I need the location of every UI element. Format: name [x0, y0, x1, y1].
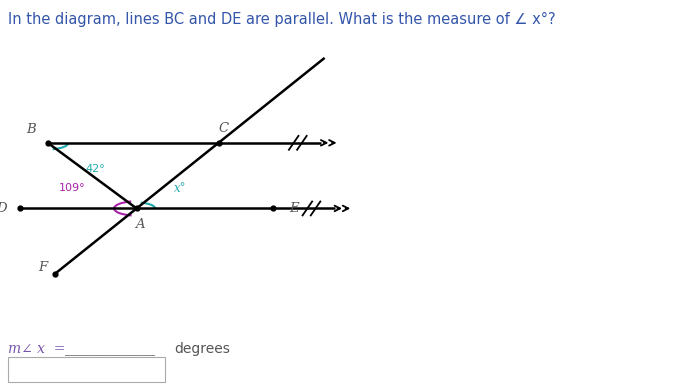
Text: F: F	[38, 261, 47, 274]
Text: E: E	[289, 202, 298, 215]
Text: x°: x°	[174, 182, 186, 195]
Text: 109°: 109°	[59, 183, 85, 193]
FancyBboxPatch shape	[8, 357, 165, 382]
Text: ____________: ____________	[65, 343, 155, 356]
Text: In the diagram, lines BC and DE are parallel. What is the measure of ∠ x°?: In the diagram, lines BC and DE are para…	[8, 12, 556, 27]
Text: degrees: degrees	[174, 342, 230, 356]
Text: C: C	[219, 122, 229, 135]
Text: m∠ x  =: m∠ x =	[8, 342, 66, 356]
Text: B: B	[26, 123, 36, 136]
Text: A: A	[135, 218, 145, 231]
Text: 42°: 42°	[85, 164, 105, 174]
Text: D: D	[0, 202, 7, 215]
